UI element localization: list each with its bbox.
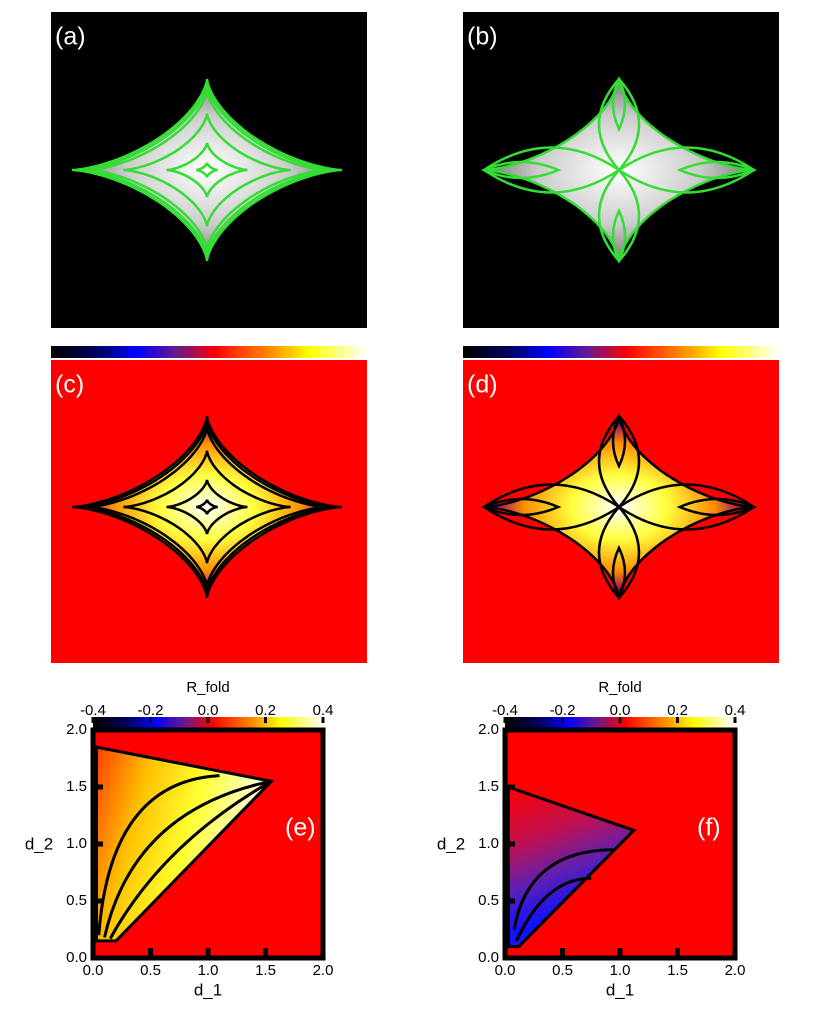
panel-label: (e) [285, 814, 316, 842]
colorbar-tick-label: -0.2 [550, 702, 576, 719]
contour [78, 83, 336, 257]
x-tick-label: 0.5 [552, 962, 573, 979]
y-tick-label: 0.5 [66, 892, 87, 909]
x-tick-label: 2.0 [725, 962, 746, 979]
contour [611, 545, 627, 601]
y-tick-label: 2.0 [478, 721, 499, 738]
contour [88, 89, 326, 251]
colorbar-tick-label: -0.4 [80, 702, 106, 719]
contour [515, 876, 592, 942]
colorbar-tick-label: 0.2 [667, 702, 688, 719]
panel-label: (f) [697, 814, 721, 842]
colorbar [463, 346, 779, 358]
region [506, 784, 637, 949]
contour [611, 76, 627, 132]
astroid-region [72, 415, 342, 599]
contour [196, 162, 218, 178]
colorbar-label: R_fold [186, 679, 229, 696]
contour [611, 208, 627, 264]
colorbar-tick-label: 0.0 [610, 702, 631, 719]
x-tick-label: 1.5 [255, 962, 276, 979]
colorbar-tick-label: 0.4 [313, 702, 334, 719]
y-tick-label: 0.0 [478, 949, 499, 966]
contour [97, 774, 220, 936]
colorbar-tick-label: 0.4 [725, 702, 746, 719]
x-tick-label: 1.0 [610, 962, 631, 979]
contour [88, 426, 326, 588]
contour [103, 779, 272, 938]
y-tick-label: 2.0 [66, 721, 87, 738]
contour [676, 497, 758, 517]
contour [166, 479, 248, 535]
contour [480, 160, 562, 180]
y-tick-label: 1.0 [478, 835, 499, 852]
astroid-region [72, 78, 342, 262]
panel-label: (b) [467, 23, 498, 51]
contour [123, 450, 291, 564]
colorbar-label: R_fold [598, 679, 641, 696]
contour [512, 848, 615, 930]
contour [597, 168, 641, 263]
contour [480, 497, 562, 517]
colorbar-tick-label: -0.4 [492, 702, 518, 719]
colorbar-tick-label: 0.2 [255, 702, 276, 719]
contour [166, 142, 248, 198]
y-tick-label: 0.0 [66, 949, 87, 966]
y-tick-label: 1.0 [66, 835, 87, 852]
panel-label: (d) [467, 371, 498, 399]
x-axis-label: d_1 [606, 980, 634, 999]
contour [78, 420, 336, 594]
x-tick-label: 0.0 [83, 962, 104, 979]
y-tick-label: 1.5 [66, 778, 87, 795]
panel-label: (c) [55, 371, 84, 399]
colorbar-tick-label: -0.2 [138, 702, 164, 719]
y-axis-label: d_2 [437, 834, 465, 853]
x-tick-label: 2.0 [313, 962, 334, 979]
contour [108, 779, 272, 940]
y-tick-label: 0.5 [478, 892, 499, 909]
y-tick-label: 1.5 [478, 778, 499, 795]
x-axis-label: d_1 [194, 980, 222, 999]
x-tick-label: 1.0 [198, 962, 219, 979]
x-tick-label: 0.5 [140, 962, 161, 979]
contour [196, 499, 218, 515]
colorbar [51, 346, 367, 358]
panel-label: (a) [55, 23, 86, 51]
x-tick-label: 0.0 [495, 962, 516, 979]
y-axis-label: d_2 [25, 834, 53, 853]
contour [597, 505, 641, 600]
x-tick-label: 1.5 [667, 962, 688, 979]
contour [123, 113, 291, 227]
colorbar-tick-label: 0.0 [198, 702, 219, 719]
contour [676, 160, 758, 180]
contour [611, 413, 627, 469]
